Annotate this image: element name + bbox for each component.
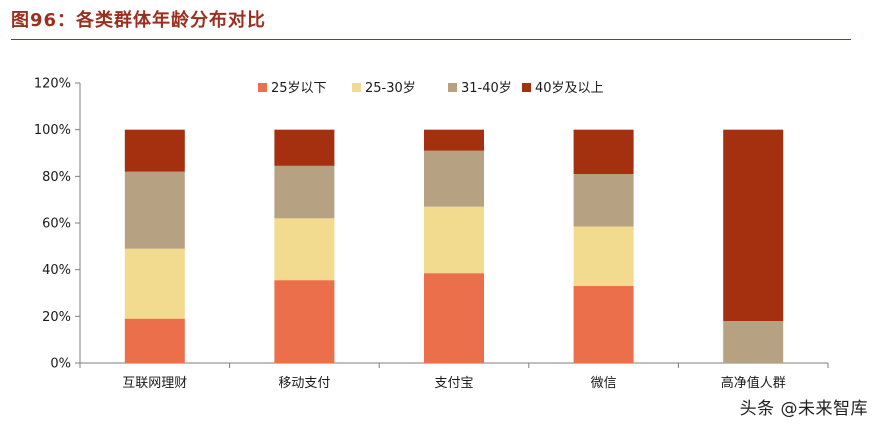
y-tick-label: 20% <box>42 310 71 325</box>
legend-swatch <box>522 83 531 92</box>
legend-swatch <box>448 83 457 92</box>
chart-bars <box>124 129 784 363</box>
bar-segment <box>424 150 484 207</box>
bar-segment <box>573 129 634 174</box>
x-category-label: 高净值人群 <box>721 375 786 391</box>
x-category-label: 微信 <box>591 376 617 391</box>
bar-segment <box>274 129 335 166</box>
bar-segment <box>124 129 185 172</box>
x-category-label: 互联网理财 <box>122 376 187 391</box>
y-tick-label: 100% <box>34 123 71 138</box>
bar-segment <box>274 218 335 281</box>
chart-axes: 0% 20% 40% 60% 80% 100% 120% 互联网理财 移动支付 支付宝 微信 高净值人… <box>34 77 829 391</box>
watermark: 头条 @未来智库 <box>739 399 868 419</box>
bar-segment <box>723 321 784 363</box>
legend-label: 25-30岁 <box>365 81 416 96</box>
legend-label: 25岁以下 <box>271 81 327 96</box>
bar-segment <box>573 226 634 286</box>
bar-segment <box>573 286 634 363</box>
legend-label: 40岁及以上 <box>535 81 604 96</box>
bar-segment <box>723 129 784 321</box>
legend-label: 31-40岁 <box>461 81 512 96</box>
legend-swatch <box>352 83 361 92</box>
x-category-label: 支付宝 <box>434 376 473 391</box>
y-tick-label: 120% <box>34 77 71 92</box>
y-tick-label: 60% <box>42 217 71 232</box>
bar-segment <box>424 206 484 274</box>
y-tick-label: 0% <box>50 357 71 372</box>
y-tick-label: 80% <box>42 170 71 185</box>
bar-segment <box>573 174 634 227</box>
x-category-label: 移动支付 <box>278 376 330 391</box>
bar-segment <box>274 165 335 219</box>
y-tick-label: 40% <box>42 263 71 278</box>
bar-segment <box>274 280 335 363</box>
bar-segment <box>424 129 484 151</box>
bar-segment <box>124 248 185 319</box>
bar-segment <box>124 171 185 249</box>
bar-segment <box>424 273 484 363</box>
chart-legend: 25岁以下 25-30岁 31-40岁 40岁及以上 <box>258 81 604 96</box>
legend-swatch <box>258 83 267 92</box>
figure-title: 图96：各类群体年龄分布对比 <box>11 10 267 31</box>
bar-segment <box>124 318 185 363</box>
title-divider <box>11 39 851 40</box>
